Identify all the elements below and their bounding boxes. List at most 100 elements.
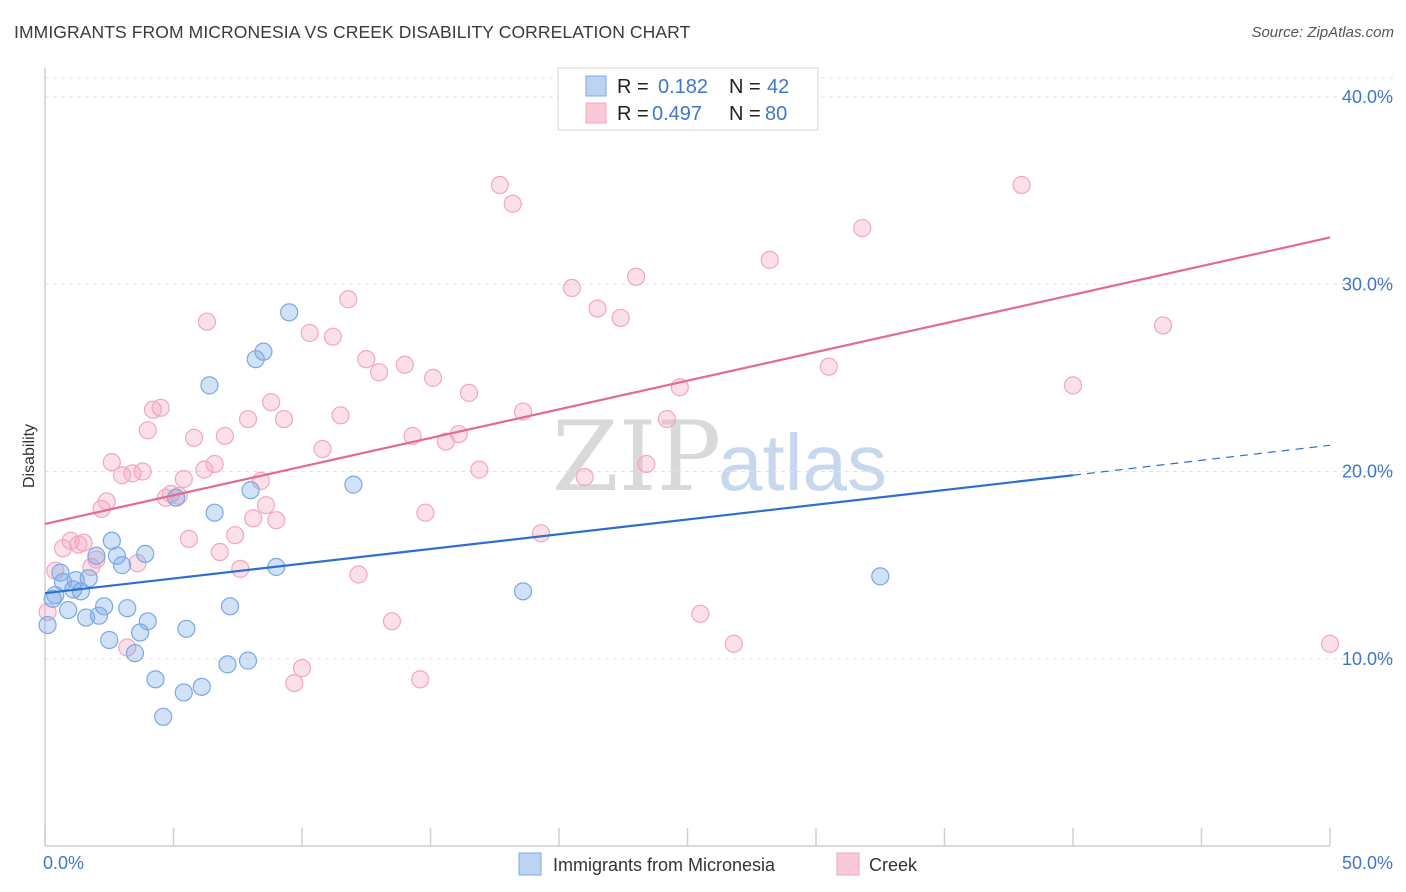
micronesia-point	[89, 606, 109, 625]
micronesia-trend-line	[44, 474, 1074, 595]
creek-point	[819, 357, 838, 376]
creek-point	[97, 492, 116, 511]
series-legend-label-micronesia: Immigrants from Micronesia	[553, 855, 776, 875]
micronesia-point	[174, 683, 193, 702]
creek-point	[562, 278, 581, 298]
creek-point	[395, 355, 414, 374]
micronesia-point	[871, 567, 890, 586]
creek-point	[637, 454, 656, 474]
creek-point	[151, 398, 170, 417]
micronesia-point	[246, 350, 265, 369]
micronesia-trend-extension	[1072, 444, 1331, 476]
legend-r-label-1: R =	[617, 76, 649, 98]
creek-point	[267, 511, 286, 530]
chart-title: IMMIGRANTS FROM MICRONESIA VS CREEK DISA…	[14, 22, 691, 42]
micronesia-point	[238, 651, 258, 670]
creek-point	[323, 327, 342, 346]
y-tick-label: 10.0%	[1342, 649, 1393, 669]
series-legend-swatch-micronesia	[518, 852, 542, 876]
creek-point	[1153, 316, 1173, 335]
series-legend: Immigrants from Micronesia Creek	[518, 852, 918, 876]
creek-point	[179, 529, 199, 549]
micronesia-point	[218, 655, 237, 674]
creek-point	[611, 308, 630, 328]
creek-point	[575, 468, 594, 487]
creek-point	[382, 612, 402, 631]
creek-point	[262, 393, 281, 412]
micronesia-point	[280, 303, 299, 322]
micronesia-point	[125, 644, 145, 663]
micronesia-point	[220, 597, 240, 616]
creek-point	[588, 299, 607, 318]
creek-point	[691, 604, 710, 623]
micronesia-point	[87, 546, 106, 565]
micronesia-point	[136, 544, 155, 563]
legend-r-value-2: 0.497	[652, 103, 702, 125]
creek-point	[459, 383, 479, 402]
micronesia-point	[192, 677, 211, 696]
creek-point	[210, 542, 229, 562]
creek-point	[423, 368, 443, 387]
correlation-legend: R = 0.182 N = 42 R = 0.497 N = 80	[557, 67, 819, 131]
micronesia-point	[513, 582, 533, 601]
creek-point	[138, 421, 157, 440]
legend-n-label-1: N =	[729, 76, 761, 98]
creek-point	[256, 496, 276, 515]
creek-points	[38, 175, 1340, 693]
y-tick-label: 20.0%	[1342, 462, 1393, 482]
legend-r-value-1: 0.182	[658, 76, 708, 98]
series-legend-swatch-creek	[836, 852, 860, 876]
trend-lines	[44, 236, 1331, 595]
creek-point	[285, 673, 304, 693]
y-axis-label: Disability	[21, 424, 38, 488]
creek-point	[231, 559, 250, 578]
micronesia-point	[95, 597, 114, 616]
creek-point	[349, 565, 368, 584]
micronesia-point	[138, 612, 157, 631]
creek-point	[724, 634, 743, 653]
watermark: ZIP atlas	[552, 401, 887, 513]
creek-point	[244, 509, 263, 528]
creek-point	[292, 659, 312, 678]
creek-point	[133, 462, 152, 481]
creek-point	[531, 524, 551, 543]
micronesia-point	[107, 546, 127, 565]
creek-point	[74, 533, 93, 552]
creek-point	[128, 554, 147, 573]
x-axis-ticks	[44, 828, 1331, 846]
series-legend-label-creek: Creek	[869, 855, 918, 875]
creek-point	[416, 503, 435, 522]
creek-point	[503, 194, 522, 213]
watermark-atlas: atlas	[718, 418, 887, 507]
legend-n-value-1: 42	[767, 76, 789, 98]
micronesia-point	[200, 376, 219, 395]
creek-point	[1063, 376, 1083, 395]
micronesia-point	[59, 600, 78, 620]
micronesia-point	[254, 342, 273, 361]
watermark-zip: ZIP	[552, 401, 721, 513]
creek-point	[470, 460, 489, 479]
micronesia-point	[146, 670, 165, 689]
creek-point	[195, 460, 214, 479]
y-tick-label: 30.0%	[1342, 274, 1393, 294]
creek-point	[197, 312, 217, 331]
legend-swatch-creek	[585, 102, 607, 124]
legend-n-label-2: N =	[729, 103, 761, 125]
creek-point	[226, 526, 245, 545]
micronesia-point	[344, 475, 363, 494]
creek-point	[626, 267, 646, 286]
creek-point	[657, 409, 677, 429]
creek-point	[490, 175, 509, 195]
micronesia-point	[112, 556, 132, 575]
micronesia-point	[166, 488, 186, 507]
creek-point	[215, 426, 234, 446]
creek-point	[313, 439, 332, 459]
micronesia-point	[177, 619, 196, 638]
legend-n-value-2: 80	[765, 103, 787, 125]
creek-point	[102, 453, 121, 472]
micronesia-points	[38, 303, 890, 726]
legend-swatch-micronesia	[585, 75, 607, 97]
creek-point	[300, 323, 319, 343]
creek-point	[411, 670, 430, 689]
